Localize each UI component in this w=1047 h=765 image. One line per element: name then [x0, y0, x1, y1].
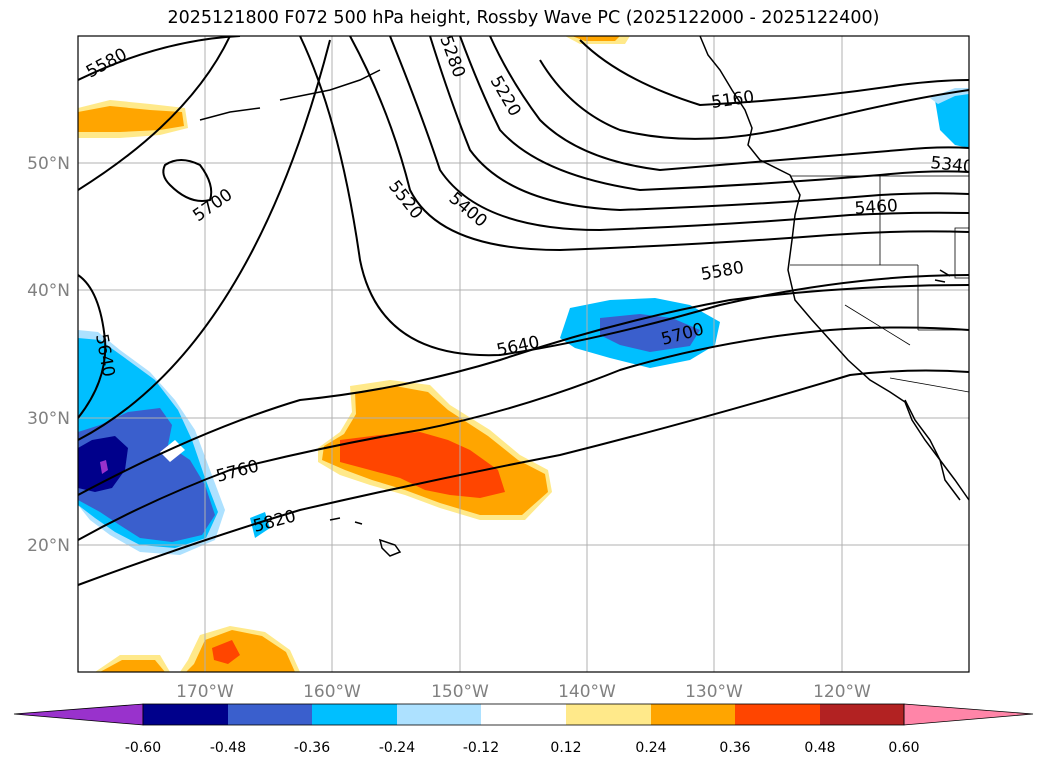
longitude-labels: 170°W 160°W 150°W 140°W 130°W 120°W	[176, 682, 871, 702]
colorbar-tick-label: 0.48	[804, 740, 835, 756]
map-frame	[77, 35, 970, 673]
colorbar-bin	[481, 704, 566, 725]
lon-label-150w: 150°W	[431, 682, 489, 702]
colorbar-bin	[651, 704, 735, 725]
colorbar-tick-label: -0.12	[463, 740, 499, 756]
colorbar-bin	[820, 704, 904, 725]
colorbar-extend-low	[13, 703, 144, 726]
colorbar-tick-label: 0.24	[635, 740, 666, 756]
colorbar-bin	[566, 704, 651, 725]
lon-label-130w: 130°W	[685, 682, 743, 702]
lat-label-20n: 20°N	[27, 536, 70, 556]
height-contours	[78, 36, 969, 586]
map-background	[78, 36, 969, 672]
lat-label-50n: 50°N	[27, 154, 70, 174]
colorbar-bin	[143, 704, 228, 725]
contour-label: 5460	[854, 196, 899, 219]
colorbar-extend-high	[903, 703, 1034, 726]
lon-label-140w: 140°W	[558, 682, 616, 702]
colorbar-tick-label: 0.60	[888, 740, 919, 756]
colorbar-tick-label: -0.36	[294, 740, 330, 756]
latitude-labels: 50°N 40°N 30°N 20°N	[27, 154, 70, 556]
colorbar-bin	[735, 704, 820, 725]
colorbar-tick-label: -0.48	[210, 740, 246, 756]
lon-label-170w: 170°W	[176, 682, 234, 702]
colorbar-tick-label: -0.60	[125, 740, 161, 756]
lat-label-40n: 40°N	[27, 281, 70, 301]
colorbar-bin	[312, 704, 397, 725]
map-title: 2025121800 F072 500 hPa height, Rossby W…	[167, 8, 880, 28]
colorbar-tick-label: 0.12	[550, 740, 581, 756]
colorbar-bin	[397, 704, 481, 725]
lon-label-120w: 120°W	[813, 682, 871, 702]
colorbar: -0.60 -0.48 -0.36 -0.24 -0.12 0.12 0.24 …	[13, 703, 1034, 756]
colorbar-tick-label: -0.24	[379, 740, 415, 756]
contour-label: 5340	[929, 153, 974, 177]
colorbar-bin	[228, 704, 312, 725]
lat-label-30n: 30°N	[27, 409, 70, 429]
lon-label-160w: 160°W	[303, 682, 361, 702]
colorbar-tick-label: 0.36	[719, 740, 750, 756]
